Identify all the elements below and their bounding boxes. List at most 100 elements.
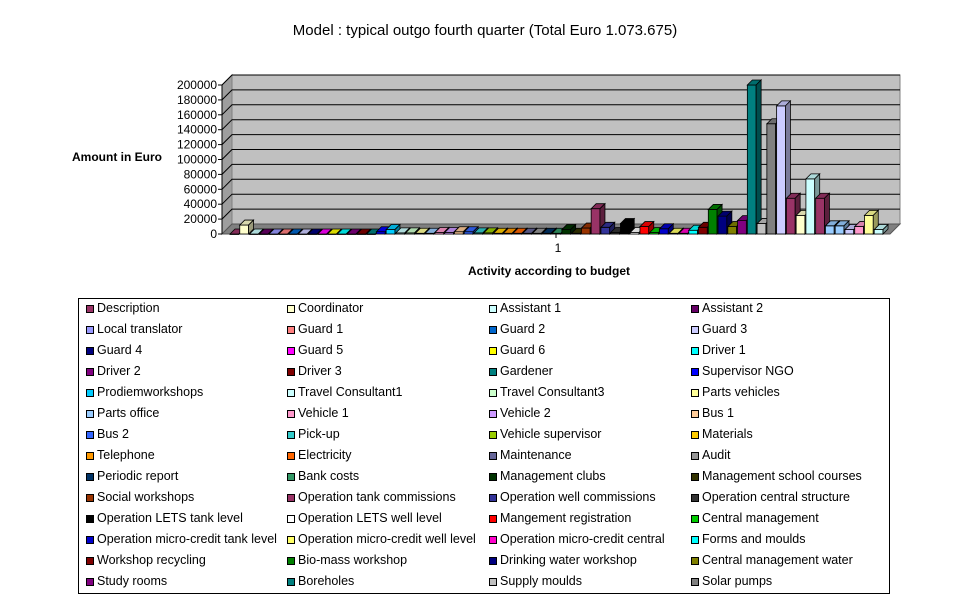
bar-side (267, 228, 274, 235)
bar-side (316, 228, 323, 235)
bar (336, 228, 353, 235)
bar-side (355, 228, 362, 235)
legend-swatch (86, 473, 94, 481)
legend-swatch (86, 431, 94, 439)
legend-swatch (489, 494, 497, 502)
bar-front (746, 84, 757, 235)
x-axis-label: Activity according to budget (468, 264, 631, 278)
gridline (221, 119, 900, 131)
y-tick-label: 40000 (184, 197, 218, 211)
legend-swatch (287, 305, 295, 313)
bar (287, 228, 304, 235)
bar (346, 228, 362, 235)
bar-front (756, 223, 767, 235)
legend-swatch (287, 536, 295, 544)
legend-label: Vehicle 2 (500, 406, 551, 420)
legend-swatch (691, 452, 699, 460)
legend-swatch (691, 368, 699, 376)
legend-swatch (691, 410, 699, 418)
legend-label: Operation LETS well level (298, 511, 442, 525)
legend-label: Parts office (97, 406, 160, 420)
legend-swatch (691, 536, 699, 544)
legend-label: Forms and moulds (702, 532, 806, 546)
gridline (221, 178, 900, 190)
gridline (221, 89, 900, 101)
legend-swatch (86, 494, 94, 502)
legend-swatch (691, 389, 699, 397)
bar-front (707, 209, 718, 235)
legend-label: Supply moulds (500, 574, 582, 588)
y-tick-label: 180000 (177, 93, 217, 107)
legend-label: Travel Consultant1 (298, 385, 403, 399)
legend-label: Operation micro-credit tank level (97, 532, 277, 546)
legend-swatch (86, 410, 94, 418)
chart-legend: Description Coordinator Assistant 1 Assista… (78, 298, 890, 594)
legend-label: Guard 4 (97, 343, 143, 357)
legend-swatch (691, 473, 699, 481)
legend-label: Management clubs (500, 469, 606, 483)
bar-side (248, 219, 254, 235)
legend-label: Central management water (702, 553, 853, 567)
bar (248, 228, 265, 235)
bar (268, 228, 284, 235)
bar-side (306, 228, 313, 235)
bar-side (326, 228, 332, 235)
legend-label: Central management (702, 511, 819, 525)
legend-label: Coordinator (298, 301, 364, 315)
bar-front (805, 178, 816, 235)
bar (814, 192, 831, 235)
bar (258, 228, 275, 235)
legend-swatch (86, 368, 94, 376)
legend-swatch (691, 326, 699, 334)
legend-label: Bank costs (298, 469, 360, 483)
gridline (221, 193, 900, 205)
legend-swatch (489, 347, 497, 355)
legend-label: Bus 1 (702, 406, 734, 420)
bar-front (639, 226, 650, 235)
legend-swatch (86, 557, 94, 565)
bar-front (864, 214, 874, 235)
bar (307, 228, 323, 235)
gridline (221, 149, 900, 160)
legend-label: Telephone (97, 448, 155, 462)
bar-side (277, 228, 284, 235)
legend-swatch (287, 431, 295, 439)
y-axis-label: Amount in Euro (72, 150, 162, 164)
bar-front (815, 197, 825, 235)
legend-label: Workshop recycling (97, 553, 206, 567)
bar (316, 228, 333, 235)
bar-front (795, 214, 806, 235)
legend-swatch (86, 578, 94, 586)
legend-swatch (489, 452, 497, 460)
legend-label: Description (97, 301, 160, 315)
legend-swatch (489, 515, 497, 523)
legend-swatch (489, 305, 497, 313)
bar-side (882, 223, 889, 235)
legend-swatch (287, 452, 295, 460)
y-tick-label: 160000 (177, 108, 217, 122)
legend-label: Guard 1 (298, 322, 344, 336)
bar-front (581, 227, 591, 235)
y-tick-label: 80000 (184, 167, 218, 181)
bar-front (873, 229, 884, 235)
legend-label: Parts vehicles (702, 385, 780, 399)
legend-swatch (86, 515, 94, 523)
legend-label: Operation central structure (702, 490, 850, 504)
bar-front (590, 208, 601, 235)
legend-swatch (287, 515, 295, 523)
y-tick-label: 200000 (177, 78, 217, 92)
gridline (221, 163, 900, 175)
legend-label: Guard 2 (500, 322, 546, 336)
legend-swatch (287, 347, 295, 355)
bar-front (600, 226, 611, 235)
gridline (221, 74, 900, 86)
bar (414, 227, 431, 235)
legend-swatch (86, 536, 94, 544)
legend-label: Electricity (298, 448, 352, 462)
chart-plot: 0200004000060000800001000001200001400001… (177, 73, 902, 255)
bar-front (785, 197, 796, 235)
legend-label: Assistant 1 (500, 301, 562, 315)
legend-swatch (691, 515, 699, 523)
legend-label: Operation LETS tank level (97, 511, 243, 525)
legend-label: Guard 3 (702, 322, 748, 336)
